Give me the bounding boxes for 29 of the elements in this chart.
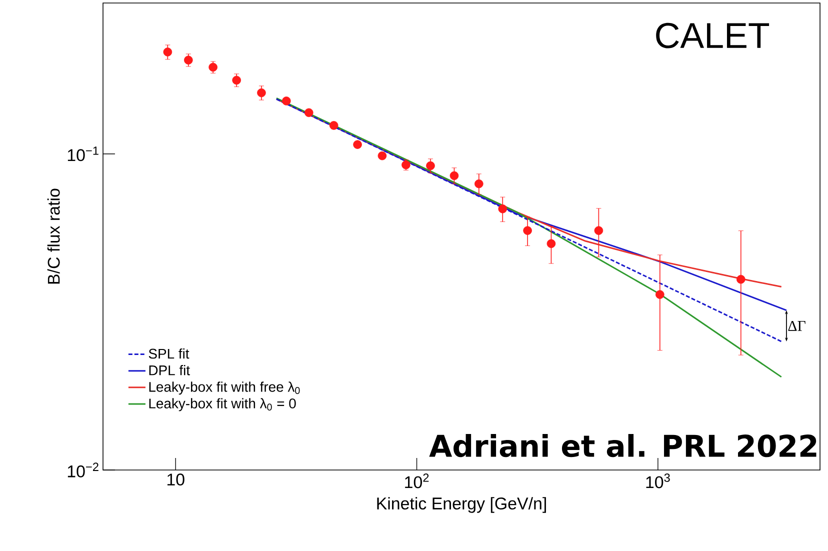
- x-tick-label: 10$^{2}$: [405, 474, 429, 488]
- point: [498, 204, 508, 214]
- annotation: CALET: [656, 22, 770, 48]
- y-tick-label: 10$^{−2}$: [68, 462, 98, 478]
- point: [304, 108, 314, 118]
- y-axis-title: B/C flux ratio: [47, 188, 60, 284]
- legend-label: SPL fit: [148, 348, 190, 359]
- point: [257, 88, 266, 98]
- x-tick-label: 10: [167, 474, 184, 486]
- point: [329, 121, 338, 130]
- annotation: Adriani et al. PRL 2022: [429, 434, 816, 458]
- point: [426, 161, 435, 170]
- point: [523, 226, 532, 235]
- legend-label: DPL fit: [149, 365, 190, 376]
- point: [232, 76, 241, 85]
- point: [450, 171, 459, 180]
- annotation: ΔΓ: [788, 320, 806, 331]
- point: [474, 179, 484, 188]
- point: [282, 96, 291, 106]
- x-tick-label: 10$^{3}$: [646, 474, 670, 488]
- y-tick-label: 10$^{−1}$: [68, 146, 98, 162]
- x-axis-title: Kinetic Energy [GeV/n]: [377, 497, 546, 513]
- point: [353, 140, 362, 149]
- point: [208, 62, 218, 72]
- legend-label: Leaky-box fit with free λ$_{0}$: [149, 382, 300, 395]
- legend-label: Leaky-box fit with λ$_{0}$ = 0: [149, 398, 296, 412]
- point: [546, 239, 556, 248]
- point: [378, 151, 387, 160]
- point: [184, 56, 193, 64]
